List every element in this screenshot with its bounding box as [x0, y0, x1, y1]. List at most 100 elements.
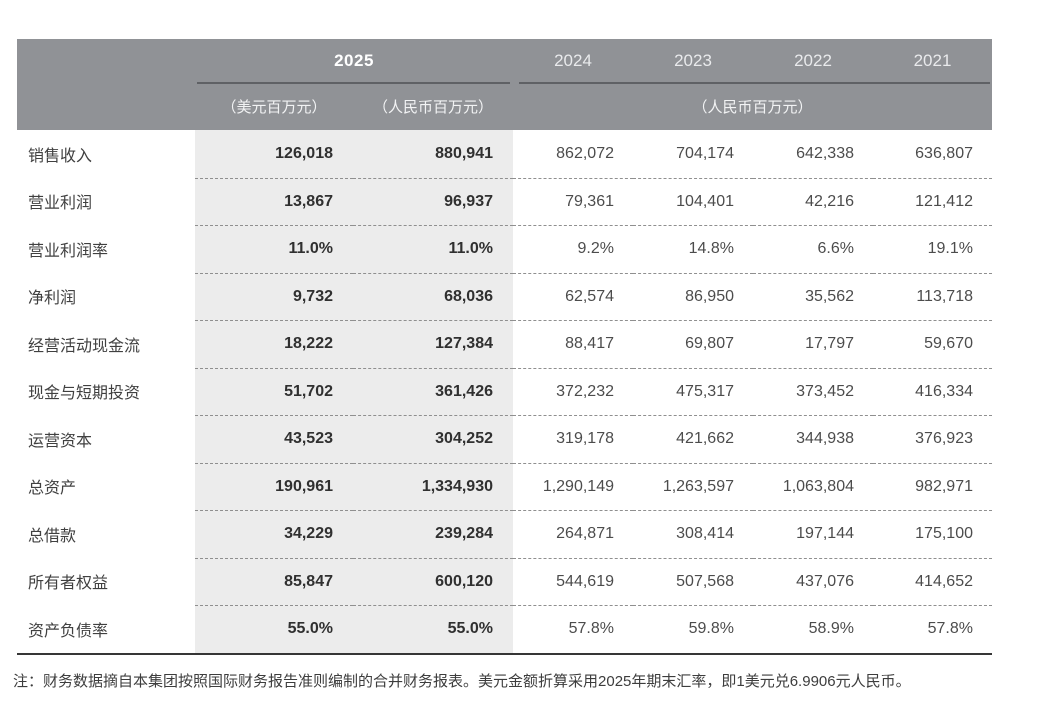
row-label: 总借款 [28, 527, 77, 545]
table-row: 营业利润 13,867 96,937 79,361 104,401 42,216… [17, 177, 992, 226]
row-label: 现金与短期投资 [28, 385, 141, 403]
value-2024: 62,574 [513, 272, 633, 321]
row-label: 运营资本 [28, 432, 93, 450]
table-row: 销售收入 126,018 880,941 862,072 704,174 642… [17, 130, 992, 178]
value-2023: 507,568 [633, 557, 753, 606]
footnote: 注：财务数据摘自本集团按照国际财务报告准则编制的合并财务报表。美元金额折算采用2… [13, 673, 911, 690]
value-2022: 344,938 [753, 415, 873, 463]
value-2021: 19.1% [873, 225, 992, 273]
value-2021: 121,412 [873, 177, 992, 226]
value-2021: 636,807 [915, 144, 973, 162]
header-year-2024: 2024 [554, 51, 592, 70]
value-2024: 372,232 [513, 367, 633, 416]
value-2025-usd: 13,867 [195, 177, 353, 225]
value-2025-rmb: 304,252 [353, 415, 513, 463]
value-2022: 42,216 [753, 177, 873, 226]
header-unit-rmb-millions: （人民币百万元） [372, 98, 493, 116]
header-unit-usd-millions: （美元百万元） [221, 98, 327, 116]
value-2024: 264,871 [513, 510, 633, 558]
value-2023: 704,174 [676, 144, 734, 162]
value-2025-rmb: 11.0% [353, 225, 513, 273]
value-2022: 1,063,804 [753, 462, 873, 511]
value-2025-rmb: 1,334,930 [353, 462, 513, 510]
value-2024: 862,072 [556, 144, 614, 162]
value-2021: 414,652 [873, 557, 992, 606]
value-2025-rmb: 55.0% [353, 605, 513, 653]
value-2021: 59,670 [873, 320, 992, 368]
table-row: 营业利润率 11.0% 11.0% 9.2% 14.8% 6.6% 19.1% [17, 225, 992, 273]
table-row: 经营活动现金流 18,222 127,384 88,417 69,807 17,… [17, 320, 992, 368]
header-rule-years [519, 82, 990, 84]
value-2021: 982,971 [873, 462, 992, 511]
row-label: 净利润 [28, 290, 77, 308]
table-body: 销售收入 126,018 880,941 862,072 704,174 642… [17, 130, 992, 655]
value-2023: 86,950 [633, 272, 753, 321]
value-2024: 79,361 [513, 177, 633, 226]
value-2021: 113,718 [873, 272, 992, 321]
table-row: 所有者权益 85,847 600,120 544,619 507,568 437… [17, 557, 992, 606]
value-2022: 197,144 [753, 510, 873, 558]
value-2025-usd: 85,847 [195, 557, 353, 605]
header-spacer [17, 39, 195, 83]
header-year-2022: 2022 [794, 51, 832, 70]
table-row: 总资产 190,961 1,334,930 1,290,149 1,263,59… [17, 462, 992, 511]
row-label: 经营活动现金流 [28, 337, 141, 355]
table-header: 2025 2024 2023 2022 2021 （美元百万元） （人民币百万元… [17, 39, 992, 130]
value-2023: 14.8% [633, 225, 753, 273]
table-row: 总借款 34,229 239,284 264,871 308,414 197,1… [17, 510, 992, 558]
value-2022: 373,452 [753, 367, 873, 416]
row-label: 资产负债率 [28, 622, 109, 640]
value-2025-usd: 51,702 [195, 367, 353, 415]
value-2023: 69,807 [633, 320, 753, 368]
value-2025-usd: 34,229 [195, 510, 353, 558]
value-2024: 88,417 [513, 320, 633, 368]
header-year-2021: 2021 [913, 51, 952, 70]
value-2023: 421,662 [633, 415, 753, 463]
table-row: 运营资本 43,523 304,252 319,178 421,662 344,… [17, 415, 992, 463]
value-2025-rmb: 600,120 [353, 557, 513, 605]
value-2025-usd: 11.0% [195, 225, 353, 273]
value-2022: 17,797 [753, 320, 873, 368]
value-2025-usd: 126,018 [195, 130, 353, 178]
value-2021: 416,334 [873, 367, 992, 416]
row-label: 营业利润率 [28, 242, 109, 260]
header-units-row: （美元百万元） （人民币百万元） （人民币百万元） [17, 83, 992, 129]
value-2022: 35,562 [753, 272, 873, 321]
header-unit-rmb-millions-group: （人民币百万元） [692, 98, 813, 116]
value-2024: 544,619 [513, 557, 633, 606]
table-row: 净利润 9,732 68,036 62,574 86,950 35,562 11… [17, 272, 992, 321]
value-2025-rmb: 361,426 [353, 367, 513, 415]
value-2025-usd: 9,732 [195, 272, 353, 320]
value-2022: 6.6% [753, 225, 873, 273]
value-2023: 308,414 [633, 510, 753, 558]
value-2023: 104,401 [633, 177, 753, 226]
value-2025-usd: 190,961 [195, 462, 353, 510]
value-2022: 642,338 [796, 144, 854, 162]
value-2024: 9.2% [513, 225, 633, 273]
value-2025-rmb: 127,384 [353, 320, 513, 368]
table-row: 现金与短期投资 51,702 361,426 372,232 475,317 3… [17, 367, 992, 416]
header-year-2025: 2025 [334, 51, 374, 70]
value-2025-rmb: 96,937 [353, 177, 513, 225]
value-2024: 319,178 [513, 415, 633, 463]
row-label: 营业利润 [28, 195, 93, 213]
header-year-2023: 2023 [674, 51, 712, 70]
value-2021: 376,923 [873, 415, 992, 463]
value-2023: 1,263,597 [633, 462, 753, 511]
row-label: 总资产 [28, 480, 77, 498]
header-years-row: 2025 2024 2023 2022 2021 [17, 39, 992, 83]
value-2024: 1,290,149 [513, 462, 633, 511]
value-2025-usd: 43,523 [195, 415, 353, 463]
financial-summary-table: 2025 2024 2023 2022 2021 （美元百万元） （人民币百万元… [17, 39, 992, 655]
row-label: 所有者权益 [28, 575, 109, 593]
value-2021: 175,100 [873, 510, 992, 558]
value-2025-rmb: 880,941 [353, 130, 513, 178]
header-rule-2025 [197, 82, 510, 84]
table-row: 资产负债率 55.0% 55.0% 57.8% 59.8% 58.9% 57.8… [17, 605, 992, 653]
value-2025-rmb: 239,284 [353, 510, 513, 558]
value-2023: 59.8% [633, 605, 753, 653]
header-spacer [17, 83, 195, 129]
value-2025-usd: 55.0% [195, 605, 353, 653]
value-2021: 57.8% [873, 605, 992, 653]
